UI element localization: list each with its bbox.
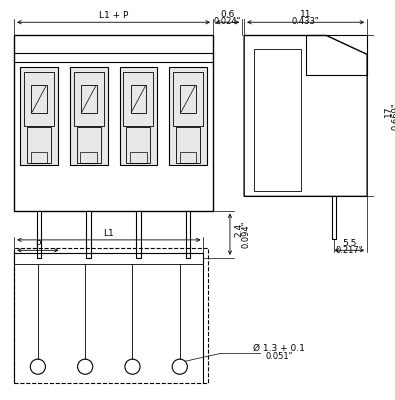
Bar: [31, 85, 47, 113]
Bar: [77, 127, 101, 163]
Bar: [20, 67, 58, 165]
Text: L1: L1: [103, 229, 114, 238]
Text: P: P: [35, 240, 41, 249]
Bar: [37, 210, 41, 258]
Bar: [87, 210, 91, 258]
Text: 0.433": 0.433": [292, 17, 320, 26]
Bar: [331, 196, 336, 239]
Bar: [73, 72, 104, 126]
Bar: [186, 210, 190, 258]
Text: 0.217": 0.217": [336, 246, 363, 255]
Bar: [173, 72, 203, 126]
Text: 0.094": 0.094": [241, 220, 250, 248]
Bar: [306, 36, 367, 75]
Text: 0.669": 0.669": [391, 102, 395, 130]
Bar: [130, 152, 147, 163]
Text: 5.5: 5.5: [342, 239, 357, 248]
Text: 2.4: 2.4: [234, 223, 243, 238]
Bar: [180, 152, 196, 163]
Text: Ø 1.3 + 0.1: Ø 1.3 + 0.1: [253, 344, 305, 353]
Bar: [176, 127, 200, 163]
Bar: [254, 49, 301, 191]
Text: 0.6: 0.6: [220, 10, 235, 19]
Bar: [27, 127, 51, 163]
Text: 0.024": 0.024": [214, 17, 241, 26]
Text: L1 + P: L1 + P: [99, 11, 128, 20]
Bar: [81, 152, 97, 163]
Bar: [136, 210, 141, 258]
Bar: [169, 67, 207, 165]
Bar: [120, 67, 157, 165]
Bar: [31, 152, 47, 163]
Text: 0.051": 0.051": [265, 352, 293, 361]
Bar: [14, 248, 208, 383]
Bar: [24, 72, 54, 126]
Bar: [180, 85, 196, 113]
Text: 11: 11: [300, 10, 311, 19]
Bar: [123, 72, 154, 126]
Bar: [81, 85, 96, 113]
Bar: [126, 127, 150, 163]
Bar: [130, 85, 146, 113]
Bar: [14, 36, 213, 210]
Text: 17: 17: [384, 106, 393, 117]
Bar: [70, 67, 107, 165]
